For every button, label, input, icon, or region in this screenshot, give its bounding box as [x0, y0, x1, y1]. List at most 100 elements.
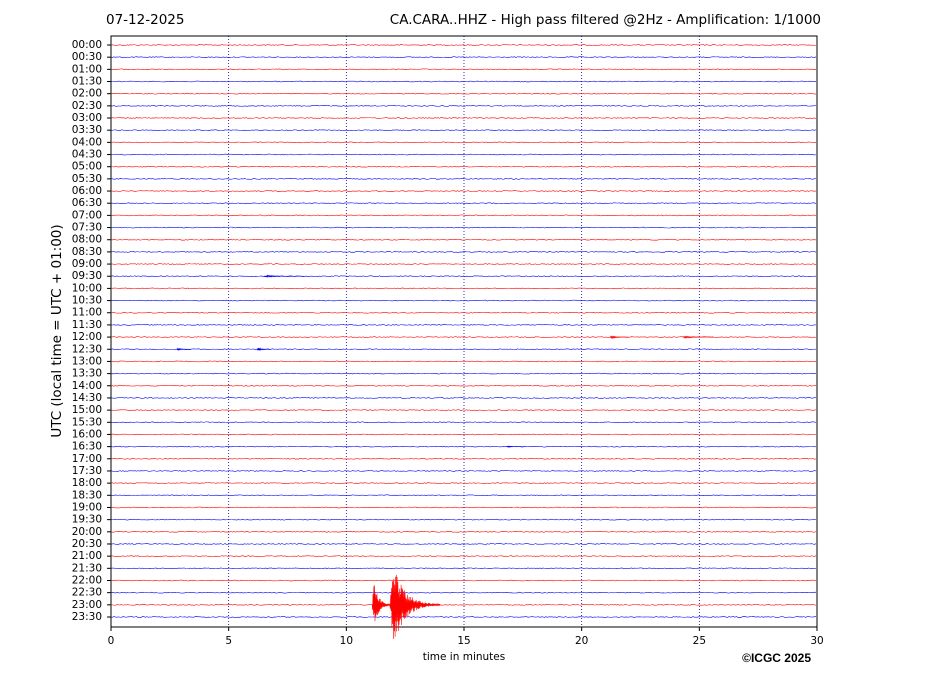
trace — [110, 153, 817, 156]
trace — [110, 433, 817, 436]
trace — [110, 56, 817, 58]
y-tick-label: 23:00 — [72, 599, 102, 611]
event-trace — [256, 347, 271, 351]
event-trace — [371, 585, 394, 622]
trace — [110, 458, 817, 460]
y-tick-label: 01:00 — [72, 63, 102, 75]
trace — [110, 482, 817, 484]
trace — [110, 494, 817, 497]
trace — [110, 263, 817, 265]
y-tick-label: 10:30 — [72, 295, 102, 307]
y-tick-label: 17:30 — [72, 465, 102, 477]
trace — [110, 348, 817, 351]
y-tick-label: 18:30 — [72, 489, 102, 501]
y-tick-label: 19:30 — [72, 514, 102, 526]
trace — [110, 604, 817, 606]
y-tick-label: 00:30 — [72, 51, 102, 63]
y-tick-label: 21:30 — [72, 562, 102, 574]
y-tick-label: 23:30 — [72, 611, 102, 623]
trace — [110, 421, 817, 424]
y-tick-label: 03:30 — [72, 124, 102, 136]
y-tick-label: 14:30 — [72, 392, 102, 404]
y-tick-label: 02:30 — [72, 100, 102, 112]
y-tick-label: 14:00 — [72, 380, 102, 392]
y-tick-label: 08:30 — [72, 246, 102, 258]
y-tick-label: 02:00 — [72, 88, 102, 100]
x-tick-label: 30 — [810, 635, 823, 647]
y-tick-label: 22:30 — [72, 587, 102, 599]
event-trace — [506, 445, 526, 448]
y-tick-label: 22:00 — [72, 574, 102, 586]
trace — [110, 238, 817, 241]
trace — [110, 543, 817, 545]
y-tick-label: 13:30 — [72, 368, 102, 380]
trace — [110, 92, 817, 95]
x-tick-label: 0 — [108, 635, 115, 647]
y-tick-label: 04:30 — [72, 149, 102, 161]
trace — [110, 506, 817, 509]
plot-frame — [110, 35, 818, 628]
y-tick-label: 12:30 — [72, 343, 102, 355]
y-axis-label: UTC (local time = UTC + 01:00) — [49, 224, 65, 437]
event-trace — [176, 347, 191, 352]
trace — [110, 470, 817, 472]
trace — [110, 226, 817, 229]
y-tick-label: 18:00 — [72, 477, 102, 489]
trace — [110, 311, 817, 314]
trace — [110, 299, 817, 302]
y-tick-label: 15:30 — [72, 416, 102, 428]
y-tick-label: 00:00 — [72, 39, 102, 51]
x-tick-label: 25 — [693, 635, 706, 647]
trace — [110, 44, 817, 46]
trace — [110, 141, 817, 144]
y-tick-label: 03:00 — [72, 112, 102, 124]
y-tick-label: 16:30 — [72, 441, 102, 453]
trace — [110, 616, 817, 618]
event-trace — [389, 574, 441, 640]
y-tick-label: 12:00 — [72, 331, 102, 343]
y-tick-label: 08:00 — [72, 234, 102, 246]
y-tick-label: 19:00 — [72, 501, 102, 513]
trace — [110, 202, 817, 204]
x-tick-label: 15 — [457, 635, 470, 647]
x-tick-label: 10 — [340, 635, 353, 647]
credit: ©ICGC 2025 — [742, 651, 811, 665]
trace — [110, 129, 817, 131]
y-tick-label: 07:00 — [72, 209, 102, 221]
y-tick-label: 20:30 — [72, 538, 102, 550]
trace — [110, 397, 817, 399]
trace — [110, 275, 817, 277]
trace — [110, 251, 817, 253]
trace — [110, 591, 817, 594]
y-tick-label: 05:00 — [72, 161, 102, 173]
y-tick-label: 04:00 — [72, 136, 102, 148]
y-tick-label: 07:30 — [72, 222, 102, 234]
y-tick-label: 05:30 — [72, 173, 102, 185]
y-tick-label: 11:00 — [72, 307, 102, 319]
trace — [110, 555, 817, 557]
y-tick-label: 21:00 — [72, 550, 102, 562]
trace — [110, 445, 817, 448]
date: 07-12-2025 — [106, 12, 184, 28]
y-tick-label: 17:00 — [72, 453, 102, 465]
y-tick-label: 09:30 — [72, 270, 102, 282]
trace — [110, 178, 817, 180]
trace — [110, 409, 817, 411]
trace — [110, 68, 817, 71]
y-tick-label: 01:30 — [72, 76, 102, 88]
trace — [110, 531, 817, 533]
y-tick-label: 09:00 — [72, 258, 102, 270]
x-tick-label: 5 — [225, 635, 232, 647]
trace — [110, 287, 817, 290]
event-trace — [609, 335, 629, 340]
trace — [110, 324, 817, 326]
event-trace — [263, 274, 305, 279]
trace — [110, 579, 817, 582]
chart-title: CA.CARA..HHZ - High pass filtered @2Hz -… — [390, 12, 821, 28]
y-tick-label: 06:30 — [72, 197, 102, 209]
trace — [110, 190, 817, 192]
y-tick-label: 15:00 — [72, 404, 102, 416]
trace — [110, 105, 817, 107]
y-tick-label: 11:30 — [72, 319, 102, 331]
